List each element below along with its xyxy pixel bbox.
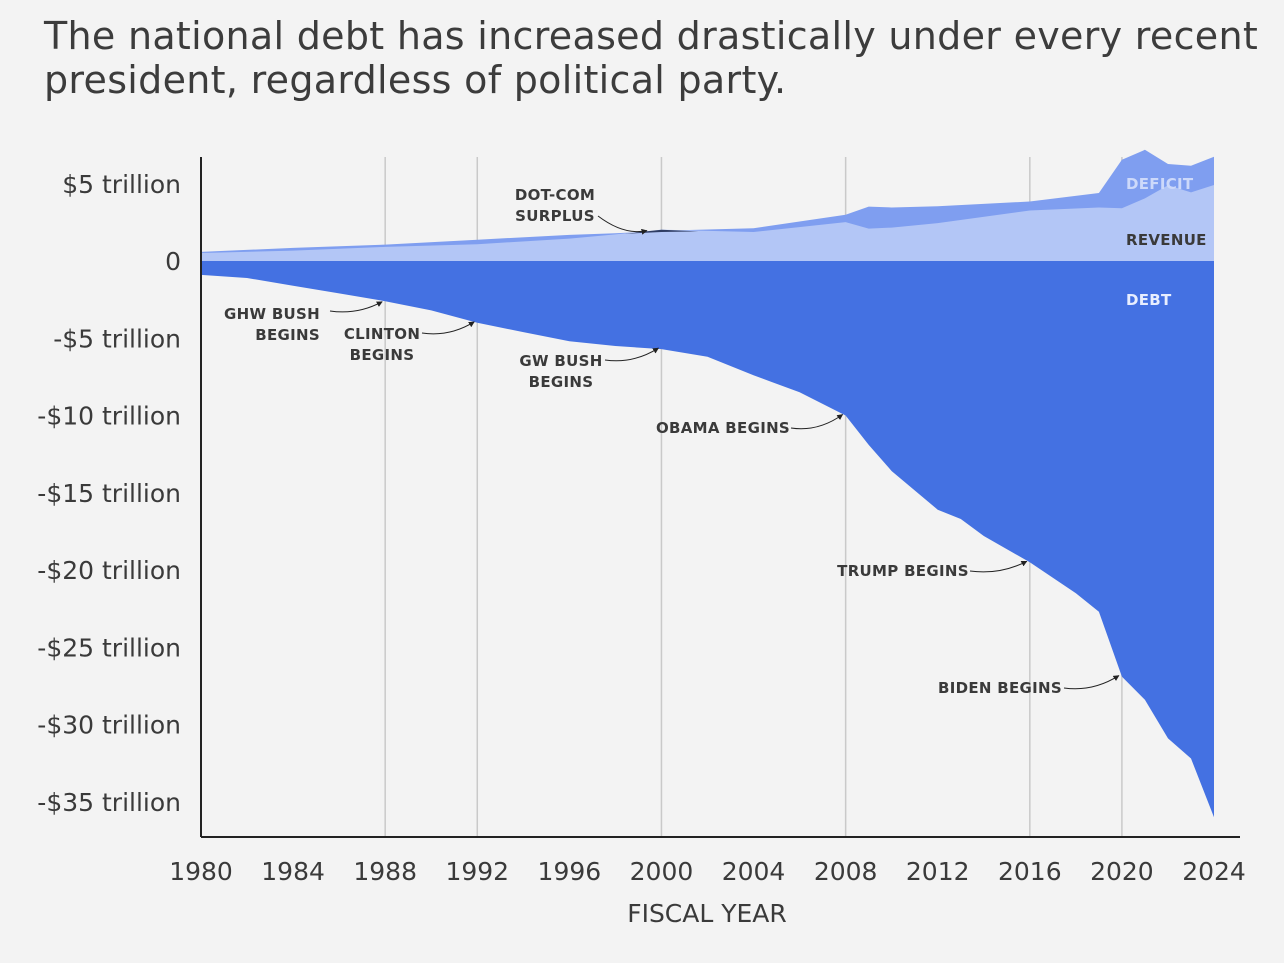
area-revenue: [201, 185, 1214, 261]
x-tick-label: 1980: [169, 857, 233, 886]
annotations: DOT-COM SURPLUS GHW BUSH BEGINS CLINTON BEGIN…: [224, 186, 1120, 697]
chart-title: The national debt has increased drastica…: [44, 14, 1264, 102]
area-debt: [201, 261, 1214, 818]
series-label-debt: DEBT: [1126, 291, 1172, 309]
annotation-text: BEGINS: [529, 373, 594, 391]
x-tick-label: 1988: [353, 857, 417, 886]
chart-title-line-1: The national debt has increased drastica…: [44, 14, 1259, 58]
chart-title-line-2: president, regardless of political party…: [44, 58, 787, 102]
annotation-text: DOT-COM: [515, 186, 595, 204]
series-label-revenue: REVENUE: [1126, 231, 1207, 249]
x-axis-ticks: 1980 1984 1988 1992 1996 2000 2004 2008 2012 2016…: [169, 857, 1246, 886]
annotation-biden-begins: BIDEN BEGINS: [938, 675, 1120, 697]
y-tick-label: -$5 trillion: [53, 324, 181, 353]
annotation-text: GHW BUSH: [224, 305, 320, 323]
x-tick-label: 2020: [1090, 857, 1154, 886]
axes: [200, 157, 1240, 838]
annotation-arrow: [604, 347, 659, 362]
area-series: [201, 149, 1214, 818]
annotation-text: BEGINS: [255, 326, 320, 344]
annotation-arrow: [790, 414, 844, 430]
annotation-clinton-begins: CLINTON BEGINS: [344, 321, 475, 364]
annotation-text: BEGINS: [350, 346, 415, 364]
annotation-arrow: [421, 321, 475, 335]
annotation-trump-begins: TRUMP BEGINS: [837, 560, 1028, 580]
series-label-deficit: DEFICIT: [1126, 175, 1194, 193]
y-tick-label: $5 trillion: [62, 170, 181, 199]
x-tick-label: 2000: [630, 857, 694, 886]
x-axis-title: FISCAL YEAR: [627, 899, 787, 928]
x-tick-label: 1996: [538, 857, 602, 886]
y-tick-label: -$30 trillion: [37, 711, 181, 740]
annotation-dot-com-surplus: DOT-COM SURPLUS: [515, 186, 648, 235]
x-tick-label: 1984: [261, 857, 325, 886]
annotation-arrow: [1063, 675, 1120, 690]
annotation-arrow: [329, 301, 383, 313]
y-tick-label: -$35 trillion: [37, 788, 181, 817]
y-tick-label: 0: [165, 247, 181, 276]
annotation-text: CLINTON: [344, 325, 420, 343]
y-tick-label: -$25 trillion: [37, 633, 181, 662]
x-tick-label: 2004: [722, 857, 786, 886]
annotation-text: SURPLUS: [515, 207, 595, 225]
y-tick-label: -$15 trillion: [37, 479, 181, 508]
annotation-text: GW BUSH: [519, 352, 602, 370]
annotation-text: BIDEN BEGINS: [938, 679, 1062, 697]
annotation-arrow: [597, 215, 648, 235]
x-tick-label: 2012: [906, 857, 970, 886]
annotation-text: OBAMA BEGINS: [656, 419, 790, 437]
annotation-gw-bush-begins: GW BUSH BEGINS: [519, 347, 659, 391]
annotation-obama-begins: OBAMA BEGINS: [656, 414, 844, 437]
x-tick-label: 2016: [998, 857, 1062, 886]
annotation-arrow: [969, 560, 1028, 573]
annotation-ghw-bush-begins: GHW BUSH BEGINS: [224, 301, 383, 344]
x-tick-label: 2008: [814, 857, 878, 886]
y-tick-label: -$10 trillion: [37, 402, 181, 431]
x-tick-label: 2024: [1182, 857, 1246, 886]
annotation-text: TRUMP BEGINS: [837, 562, 969, 580]
y-axis-ticks: $5 trillion 0 -$5 trillion -$10 trillion -$1…: [37, 170, 181, 817]
series-labels: DEFICIT REVENUE DEBT: [1126, 175, 1207, 309]
y-tick-label: -$20 trillion: [37, 556, 181, 585]
x-tick-label: 1992: [445, 857, 509, 886]
